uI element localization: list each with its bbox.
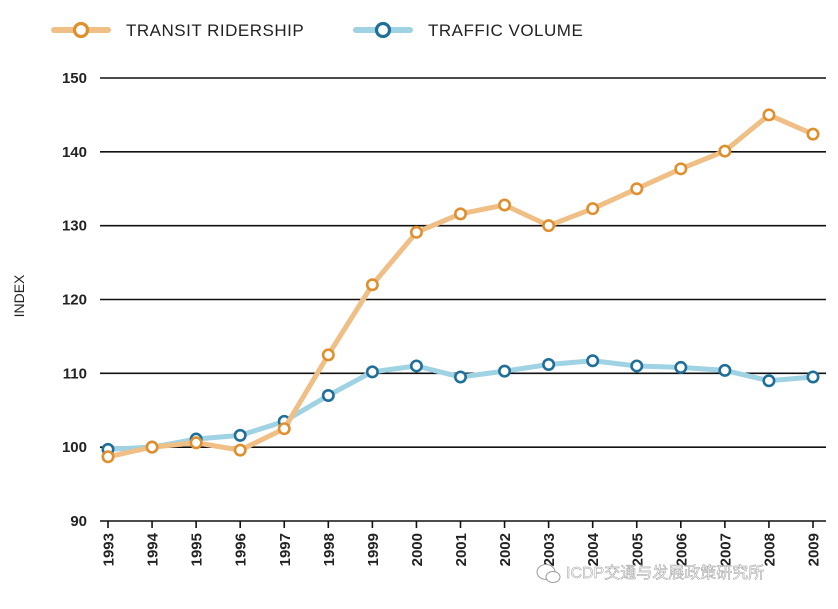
y-tick-label: 90 — [70, 513, 87, 530]
watermark: ICDP交通与发展政策研究所 — [536, 564, 764, 583]
x-tick-label: 2009 — [806, 533, 823, 566]
data-point — [586, 354, 600, 368]
data-point — [762, 374, 776, 388]
x-tick-label: 1993 — [101, 533, 118, 566]
data-point — [277, 422, 291, 436]
x-tick-label: 1999 — [365, 533, 382, 566]
y-tick-label: 100 — [62, 439, 87, 456]
legend-item: TRAFFIC VOLUME — [353, 21, 583, 40]
x-tick-label: 2006 — [673, 533, 690, 566]
series-line — [105, 112, 816, 460]
y-tick-label: 110 — [63, 365, 87, 382]
x-tick-label: 2001 — [453, 533, 470, 566]
x-tick-label: 1995 — [189, 533, 206, 566]
x-tick-label: 2002 — [497, 533, 514, 566]
data-point — [145, 440, 159, 454]
legend: TRANSIT RIDERSHIP TRAFFIC VOLUME — [51, 21, 583, 40]
data-point — [233, 443, 247, 457]
watermark-text: ICDP交通与发展政策研究所 — [566, 564, 764, 582]
data-point — [806, 127, 820, 141]
data-point — [718, 363, 732, 377]
series-1 — [101, 354, 820, 456]
data-point — [718, 144, 732, 158]
data-point — [189, 436, 203, 450]
data-point — [542, 219, 556, 233]
data-point — [409, 359, 423, 373]
x-tick-label: 2000 — [409, 533, 426, 566]
y-tick-label: 150 — [62, 70, 87, 87]
data-point — [586, 202, 600, 216]
x-tick-label: 2008 — [761, 533, 778, 566]
data-point — [453, 207, 467, 221]
data-point — [233, 428, 247, 442]
data-point — [365, 365, 379, 379]
grid-lines — [100, 77, 826, 522]
x-tick-label: 1996 — [233, 533, 250, 566]
wechat-icon — [536, 564, 561, 583]
data-point — [674, 162, 688, 176]
series-0 — [101, 108, 820, 464]
data-point — [498, 198, 512, 212]
data-point — [674, 360, 688, 374]
data-point — [409, 225, 423, 239]
x-tick-label: 1994 — [145, 532, 162, 566]
data-point — [365, 278, 379, 292]
data-point — [321, 388, 335, 402]
legend-label: TRANSIT RIDERSHIP — [126, 21, 304, 40]
legend-marker — [72, 21, 90, 39]
data-point — [321, 348, 335, 362]
data-point — [762, 108, 776, 122]
data-point — [630, 359, 644, 373]
data-point — [630, 182, 644, 196]
legend-item: TRANSIT RIDERSHIP — [51, 21, 304, 40]
data-point — [453, 370, 467, 384]
x-tick-label: 2003 — [541, 533, 558, 566]
data-point — [101, 450, 115, 464]
legend-marker — [374, 21, 392, 39]
y-tick-labels: 90 100 110 120 130 140 150 — [62, 70, 87, 530]
x-tick-label: 2005 — [629, 533, 646, 566]
data-point — [806, 370, 820, 384]
x-tick-label: 2004 — [585, 532, 602, 566]
data-point — [498, 364, 512, 378]
y-tick-label: 120 — [62, 292, 87, 309]
series-layer — [101, 108, 820, 464]
y-tick-label: 130 — [62, 218, 87, 235]
x-tick-label: 1997 — [277, 533, 294, 566]
x-tick-label: 2007 — [717, 533, 734, 566]
legend-label: TRAFFIC VOLUME — [428, 21, 583, 40]
y-tick-label: 140 — [62, 144, 87, 161]
data-point — [542, 357, 556, 371]
x-tick-labels: 1993 1994 1995 1996 1997 1998 1999 2000 2001 2002… — [101, 521, 823, 566]
y-axis-label: INDEX — [11, 274, 27, 317]
x-tick-label: 1998 — [321, 533, 338, 566]
